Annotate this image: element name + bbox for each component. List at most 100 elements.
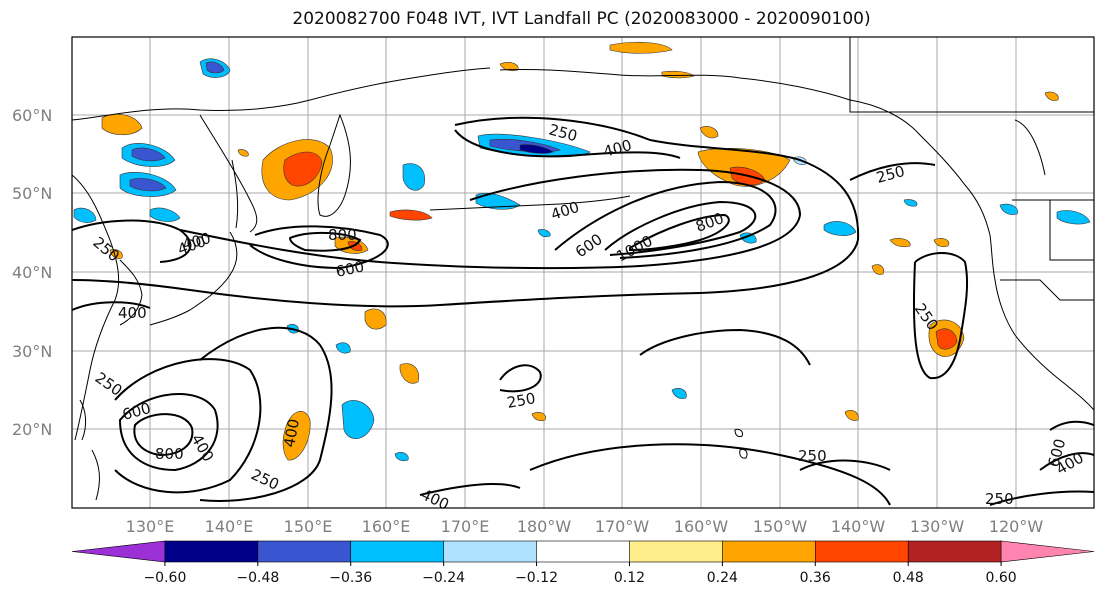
contour-label: 400: [280, 417, 303, 448]
map-title: 2020082700 F048 IVT, IVT Landfall PC (20…: [292, 9, 871, 29]
positive-anomaly-patch: [282, 411, 311, 461]
colorbar-tick-label: −0.60: [143, 570, 186, 586]
colorbar-tick-label: 0.60: [986, 570, 1017, 586]
positive-anomaly-patch: [889, 238, 911, 248]
colorbar-swatch: [722, 540, 817, 563]
longitude-labels: 130°E 140°E 150°E 160°E 170°E 180°W 170°…: [126, 517, 1044, 536]
lon-label: 160°E: [362, 517, 411, 536]
contour-600: [1049, 420, 1094, 431]
positive-anomaly-patch: [661, 70, 695, 79]
negative-anomaly-patch: [402, 163, 426, 191]
negative-anomaly-patch: [394, 452, 409, 462]
contour-1000: [629, 213, 730, 252]
lon-label: 130°E: [126, 517, 175, 536]
positive-anomaly-patch: [699, 126, 719, 139]
contour-250: [989, 490, 1094, 506]
negative-anomaly-patch: [739, 232, 757, 244]
contour-250: [849, 162, 936, 181]
negative-anomaly-patch: [73, 207, 97, 223]
negative-anomaly-patch: [1056, 210, 1091, 225]
contour-label: 250: [506, 389, 537, 412]
contour-250: [499, 364, 542, 393]
positive-anomaly-patch: [499, 62, 519, 72]
positive-anomaly-patch: [844, 410, 859, 421]
colorbar-swatch: [164, 540, 259, 563]
negative-anomaly-patch: [537, 229, 551, 238]
colorbar-swatch: [536, 540, 631, 563]
colorbar-swatch: [71, 540, 166, 563]
contour-250: [454, 116, 860, 241]
negative-anomaly-patch: [341, 400, 375, 439]
contour-400: [72, 219, 192, 263]
lon-label: 180°W: [517, 517, 572, 536]
positive-anomaly-patch: [871, 264, 885, 275]
contour-600: [554, 180, 777, 259]
lon-label: 120°W: [989, 517, 1044, 536]
positive-anomaly-patch: [364, 308, 387, 330]
contour-400: [1039, 452, 1094, 471]
colorbar-tick-label: 0.36: [800, 570, 831, 586]
lon-label: 170°W: [595, 517, 650, 536]
negative-anomaly-patch: [129, 178, 167, 192]
colorbar-tick-label: 0.48: [893, 570, 924, 586]
positive-anomaly-patch: [609, 41, 673, 54]
ivt-contours: [72, 116, 1094, 506]
colorbar-swatch: [257, 540, 352, 563]
contour-label: 800: [328, 226, 357, 244]
shaded-pc-field: [73, 41, 1091, 462]
negative-anomaly-patch: [131, 147, 166, 162]
lat-label: 60°N: [12, 106, 52, 125]
contour-250: [912, 252, 969, 380]
negative-anomaly-patch: [149, 207, 181, 222]
colorbar-swatch: [1000, 540, 1095, 563]
positive-anomaly-patch: [237, 149, 249, 157]
contour-250: [72, 239, 859, 308]
colorbar-tick-label: 0.12: [614, 570, 645, 586]
contour-400: [72, 301, 151, 311]
contour-400: [454, 129, 681, 159]
contour-label: 800: [155, 445, 184, 463]
contour-400: [179, 168, 802, 270]
colorbar-tick-label: −0.12: [515, 570, 558, 586]
lon-label: 150°E: [284, 517, 333, 536]
negative-anomaly-patch: [205, 61, 225, 74]
colorbar-swatch: [907, 540, 1002, 563]
colorbar-tick-label: −0.48: [236, 570, 279, 586]
colorbar-swatch: [629, 540, 724, 563]
lon-label: 130°W: [910, 517, 965, 536]
positive-anomaly-patch: [1044, 91, 1059, 101]
colorbar-swatch: [814, 540, 909, 563]
negative-anomaly-patch: [823, 221, 857, 236]
lon-label: 170°E: [441, 517, 490, 536]
lat-label: 20°N: [12, 420, 52, 439]
colorbar: −0.60 −0.48 −0.36 −0.24 −0.12 0.12 0.24 0.36 0.4…: [71, 540, 1095, 586]
contour-800: [133, 413, 194, 457]
coastlines: [72, 37, 1094, 501]
colorbar-swatch: [350, 540, 445, 563]
contour-label: 600: [334, 257, 366, 281]
colorbar-tick-label: −0.36: [329, 570, 372, 586]
positive-anomaly-patch: [389, 209, 433, 221]
colorbar-swatch: [443, 540, 538, 563]
positive-anomaly-patch: [109, 249, 123, 259]
contour-250: [639, 328, 811, 366]
contour-400: [114, 358, 262, 494]
lat-label: 40°N: [12, 263, 52, 282]
contour-800: [288, 231, 362, 252]
colorbar-tick-label: 0.24: [707, 570, 738, 586]
contour-label: 400: [118, 304, 147, 322]
contour-600: [249, 225, 389, 270]
negative-anomaly-patch: [999, 203, 1018, 215]
positive-anomaly-patch: [283, 151, 323, 187]
positive-anomaly-patch: [399, 363, 420, 384]
positive-anomaly-patch: [935, 328, 958, 350]
contour-label: 250: [798, 447, 827, 465]
contour-250: [799, 459, 891, 471]
contour-labels: 250 400 400 250 400 800 600 600 1000 800…: [89, 120, 1086, 513]
negative-anomaly-patch: [671, 388, 687, 399]
positive-anomaly-patch: [933, 238, 950, 248]
contour-250: [199, 326, 333, 502]
lon-label: 140°W: [831, 517, 886, 536]
negative-anomaly-patch: [519, 144, 554, 154]
